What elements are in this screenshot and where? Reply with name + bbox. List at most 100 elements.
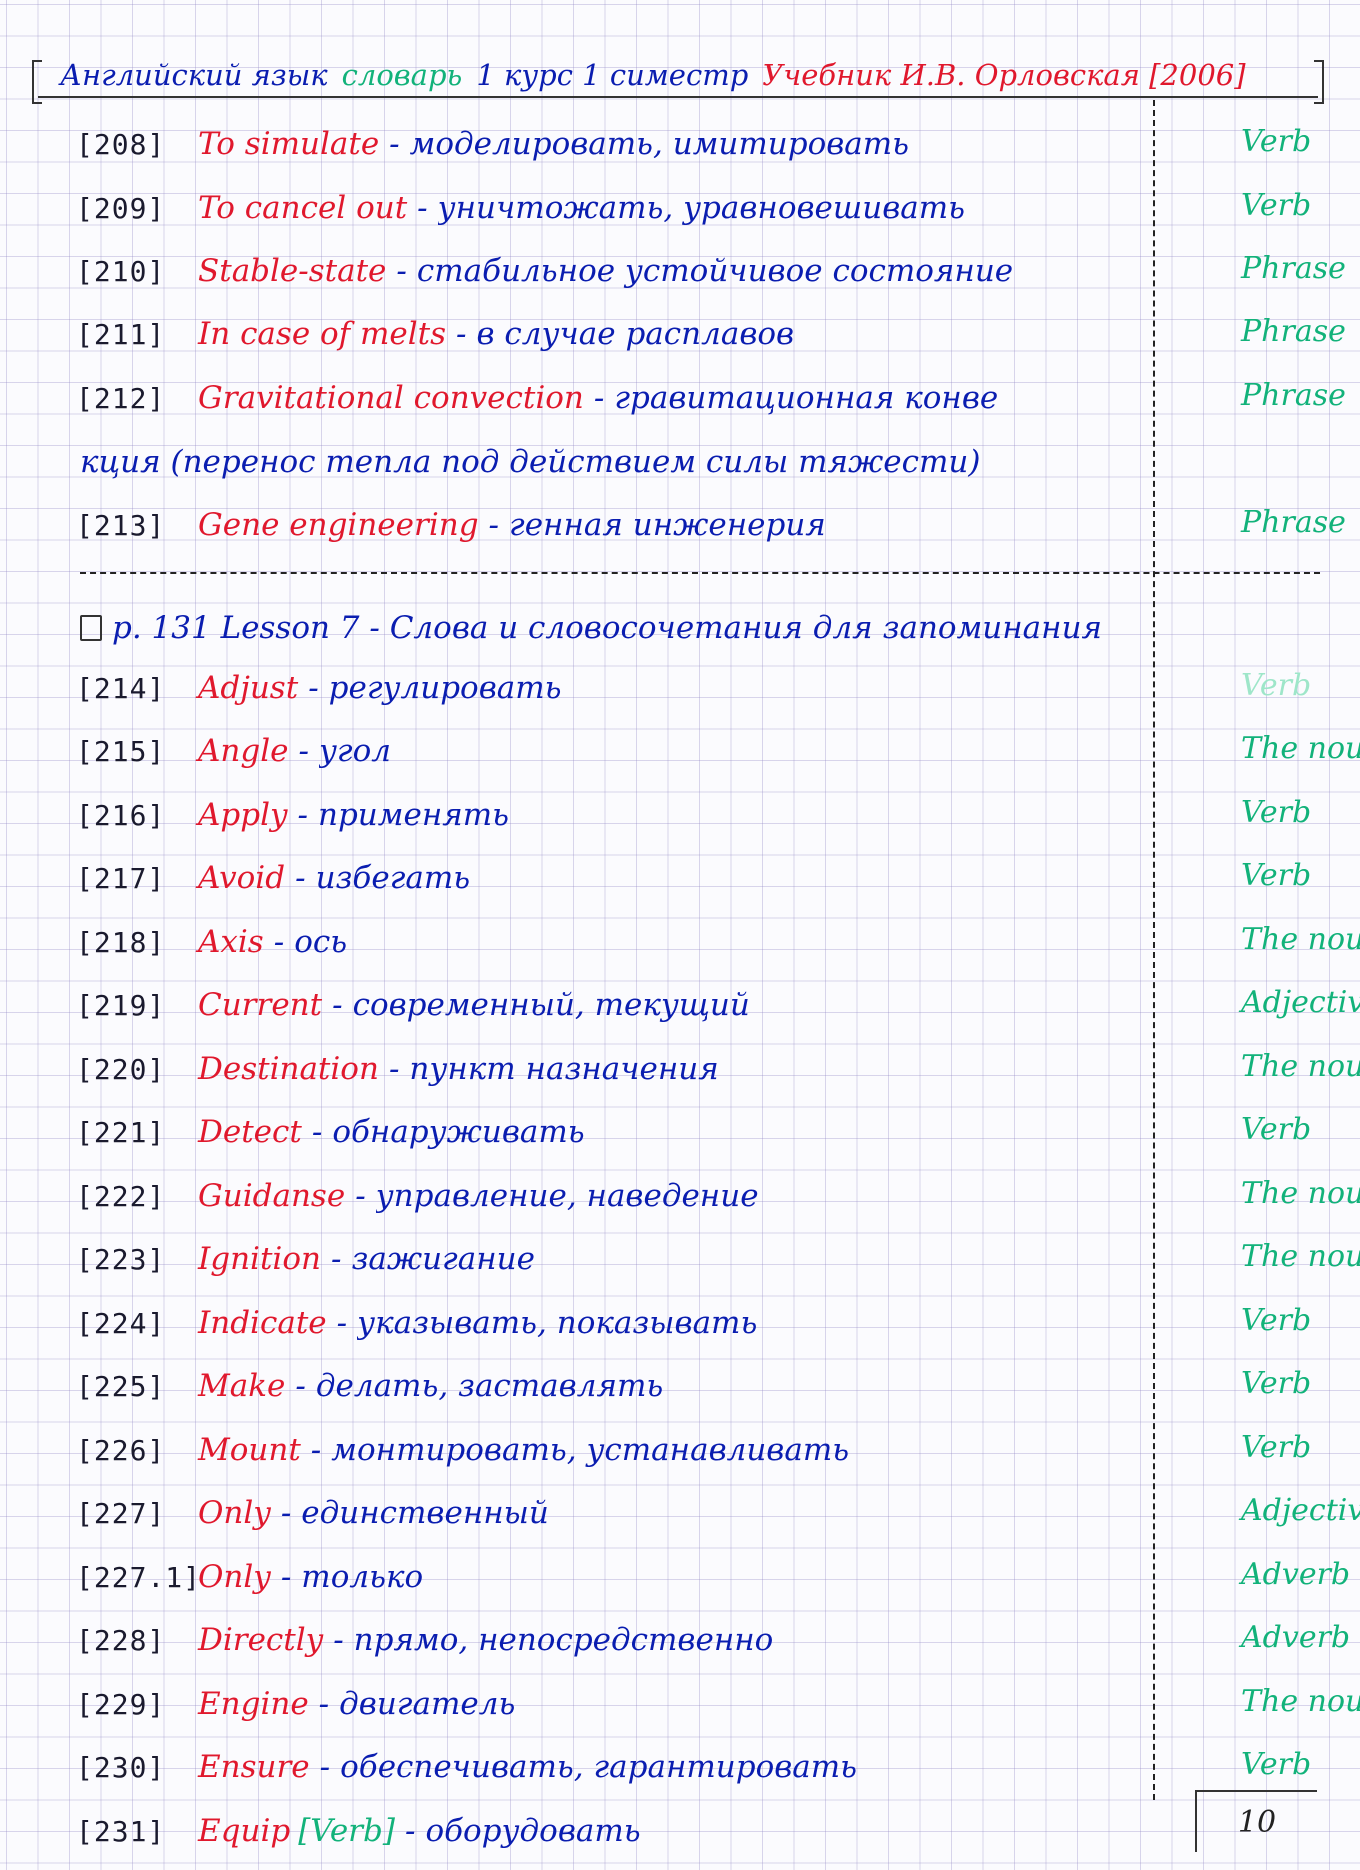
entry-dash: - (488, 507, 500, 543)
entry-translation: современный, текущий (352, 987, 750, 1023)
entry-term: Gravitational convection (198, 380, 584, 416)
entry-translation: монтировать, устанавливать (331, 1432, 850, 1468)
entry-dash: - (593, 380, 605, 416)
entry-translation: регулировать (328, 670, 562, 706)
entry-dash: - (330, 1241, 342, 1277)
entry-dash: - (311, 1114, 323, 1150)
entry-part-of-speech: Verb (1241, 668, 1312, 703)
entry-part-of-speech: Phrase (1241, 314, 1346, 349)
entry-number: [214] (76, 671, 166, 705)
entry-part-of-speech: The noun (1241, 1176, 1360, 1211)
entry-number: [212] (76, 381, 166, 415)
vocab-entry: [208] To simulate - моделировать, имитир… (76, 116, 1326, 172)
entry-number: [227.1] (76, 1560, 202, 1594)
entry-term: Make (198, 1368, 286, 1404)
entry-translation: стабильное устойчивое состояние (416, 253, 1014, 289)
entry-term: Gene engineering (198, 507, 479, 543)
entry-part-of-speech: The noun (1241, 1049, 1360, 1084)
entry-term: Ensure (198, 1749, 310, 1785)
entry-term: Indicate (198, 1305, 327, 1341)
entry-number: [229] (76, 1687, 166, 1721)
entry-dash: - (332, 987, 343, 1023)
vocab-entry: [227] Only - единственный Adjective (76, 1485, 1360, 1541)
entry-part-of-speech: Phrase (1241, 378, 1346, 413)
entry-dash: - (404, 1813, 416, 1849)
entry-translation: пункт назначения (409, 1051, 719, 1087)
entry-translation: моделировать, имитировать (409, 126, 910, 162)
entry-part-of-speech: Verb (1241, 1366, 1312, 1401)
vocab-entry: [224] Indicate - указывать, показывать V… (76, 1295, 1326, 1351)
vocab-entry: [211] In case of melts - в случае распла… (76, 306, 1346, 362)
entry-part-of-speech: Verb (1241, 1303, 1312, 1338)
entry-term: In case of melts (198, 316, 447, 352)
entry-translation: в случае расплавов (476, 316, 795, 352)
entry-dash: - (308, 670, 319, 706)
entry-translation: избегать (315, 860, 471, 896)
header-bracket-left (32, 60, 42, 104)
entry-dash: - (310, 1432, 322, 1468)
entry-part-of-speech: Phrase (1241, 251, 1346, 286)
entry-dash: - (295, 860, 306, 896)
page-header: Английский язык словарь 1 курс 1 симестр… (32, 54, 1324, 104)
entry-term: Engine (198, 1686, 309, 1722)
entry-translation: единственный (301, 1495, 549, 1531)
entry-part-of-speech: The noun (1241, 1684, 1360, 1719)
entry-number: [228] (76, 1623, 166, 1657)
entry-translation: делать, заставлять (315, 1368, 664, 1404)
entry-term: Only (198, 1559, 271, 1595)
entry-dash: - (295, 1368, 306, 1404)
vocab-entry: [213] Gene engineering - генная инженери… (76, 497, 1346, 553)
vocab-entry: [229] Engine - двигатель The noun (76, 1676, 1360, 1732)
entry-part-of-speech: Adjective (1241, 985, 1360, 1020)
entry-translation: генная инженерия (509, 507, 826, 543)
entry-translation: ось (294, 924, 348, 960)
entry-number: [227] (76, 1496, 166, 1530)
entry-term: Stable-state (198, 253, 387, 289)
checkbox-icon (80, 615, 102, 641)
entry-number: [215] (76, 734, 166, 768)
entry-number: [225] (76, 1369, 166, 1403)
vocab-entry: [212] Gravitational convection - гравита… (76, 370, 1346, 426)
entry-dash: - (280, 1495, 292, 1531)
vocab-entry: [222] Guidanse - управление, наведение T… (76, 1168, 1360, 1224)
entry-part-of-speech: Adverb (1241, 1620, 1351, 1655)
section-divider (80, 572, 1320, 574)
entry-translation: зажигание (351, 1241, 535, 1277)
entry-translation: гравитационная конве (614, 380, 999, 416)
entry-dash: - (388, 1051, 400, 1087)
entry-dash: - (396, 253, 407, 289)
vocab-entry: [214] Adjust - регулировать Verb (76, 660, 1326, 716)
entry-number: [222] (76, 1179, 166, 1213)
entry-term: Guidanse (198, 1178, 346, 1214)
entry-dash: - (456, 316, 467, 352)
entry-term: Angle (198, 733, 289, 769)
vocab-entry: [209] To cancel out - уничтожать, уравно… (76, 180, 1326, 236)
entry-term: To cancel out (198, 190, 408, 226)
vocab-entry: [227.1] Only - только Adverb (76, 1549, 1350, 1605)
page-number: 10 (1195, 1790, 1317, 1852)
vocab-entry: [220] Destination - пункт назначения The… (76, 1041, 1360, 1097)
entry-tag: [Verb] (298, 1813, 395, 1849)
entry-part-of-speech: The noun (1241, 1239, 1360, 1274)
entry-dash: - (280, 1559, 292, 1595)
entry-number: [209] (76, 191, 166, 225)
entry-term: Mount (198, 1432, 301, 1468)
entry-number: [216] (76, 798, 166, 832)
entry-term: Axis (198, 924, 264, 960)
entry-number: [221] (76, 1115, 166, 1149)
entry-dash: - (298, 733, 309, 769)
entry-part-of-speech: Adjective (1241, 1493, 1360, 1528)
vocab-entry: [228] Directly - прямо, непосредственно … (76, 1612, 1350, 1668)
entry-term: Equip (198, 1813, 291, 1849)
entry-translation: применять (318, 797, 510, 833)
entry-term: Destination (198, 1051, 379, 1087)
vocab-entry: [217] Avoid - избегать Verb (76, 850, 1326, 906)
entry-dash: - (333, 1622, 344, 1658)
entry-translation: только (301, 1559, 424, 1595)
vocab-entry: [223] Ignition - зажигание The noun (76, 1231, 1360, 1287)
entry-number: [230] (76, 1750, 166, 1784)
lesson-title: p. 131 Lesson 7 - Слова и словосочетания… (112, 610, 1103, 646)
entry-term: Adjust (198, 670, 299, 706)
entry-number: [226] (76, 1433, 166, 1467)
